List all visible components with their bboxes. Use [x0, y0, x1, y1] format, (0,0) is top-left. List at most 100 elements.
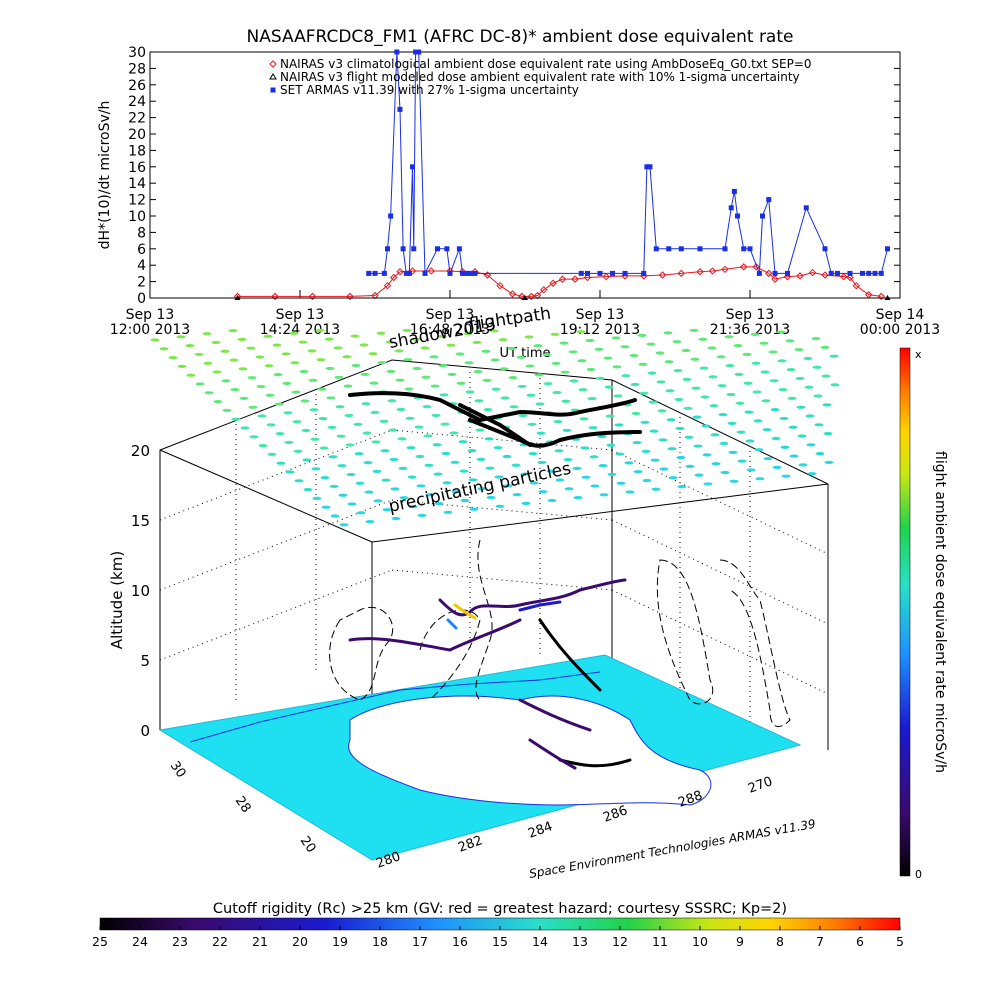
particle-marker	[482, 378, 492, 382]
particle-marker	[637, 333, 647, 337]
series-point	[822, 246, 828, 252]
series-point	[731, 188, 737, 194]
particle-marker	[339, 523, 349, 527]
rc-tick-label: 8	[776, 934, 784, 949]
particle-marker	[743, 381, 753, 385]
particle-marker	[282, 381, 292, 385]
x-tick-label-date: Sep 13	[726, 307, 775, 323]
series-point	[796, 272, 804, 280]
particle-marker	[719, 441, 729, 446]
particle-marker	[347, 502, 357, 506]
series-point	[866, 270, 872, 276]
particle-marker	[361, 402, 371, 406]
particle-marker	[690, 357, 700, 361]
particle-marker	[655, 351, 665, 355]
series-point	[403, 270, 409, 276]
particle-marker	[213, 400, 223, 404]
particle-marker	[266, 423, 276, 427]
particle-marker	[590, 484, 600, 488]
particle-marker	[318, 416, 328, 421]
series-point	[852, 281, 860, 290]
particle-marker	[647, 371, 657, 375]
particle-marker	[333, 346, 343, 350]
particle-marker	[562, 428, 572, 433]
particle-marker	[414, 425, 424, 429]
series-point	[388, 213, 394, 219]
particle-marker	[581, 475, 591, 479]
particle-marker	[390, 487, 400, 491]
particle-marker	[568, 350, 578, 354]
particle-marker	[335, 405, 345, 409]
particle-marker	[772, 465, 782, 469]
particle-marker	[302, 458, 312, 462]
particle-marker	[324, 337, 334, 341]
particle-marker	[404, 387, 414, 391]
x-tick-label-time: 12:00 2013	[110, 322, 190, 338]
rc-tick-label: 24	[132, 934, 148, 949]
series-point	[483, 271, 492, 279]
latitude-tick-label: 20	[297, 834, 319, 856]
particle-marker	[267, 452, 277, 456]
particle-marker	[371, 440, 381, 444]
particle-marker	[720, 470, 730, 475]
particle-marker	[362, 431, 372, 435]
series-point	[878, 270, 884, 276]
particle-marker	[659, 467, 669, 471]
particle-marker	[345, 443, 355, 447]
flightpath-top-shadow	[348, 391, 642, 448]
rc-tick-label: 21	[252, 934, 268, 949]
armas-credit: Space Environment Technologies ARMAS v11…	[528, 817, 817, 881]
particle-marker	[344, 413, 354, 418]
particle-marker	[805, 414, 815, 418]
series-point	[397, 106, 403, 112]
series-point	[427, 267, 435, 275]
particle-marker	[625, 490, 635, 494]
particle-marker	[298, 340, 308, 344]
series-point	[271, 292, 279, 301]
particle-marker	[264, 364, 274, 368]
particle-marker	[516, 355, 526, 359]
particle-marker	[798, 463, 808, 467]
particle-marker	[785, 339, 795, 343]
particle-marker	[682, 377, 692, 381]
particle-marker	[587, 396, 597, 401]
series-point	[413, 49, 419, 55]
particle-marker	[386, 369, 396, 373]
particle-marker	[629, 353, 639, 358]
particle-marker	[771, 436, 781, 441]
legend-marker	[269, 60, 277, 68]
particle-marker	[493, 446, 503, 450]
series-point	[884, 295, 891, 300]
particle-marker	[554, 449, 564, 453]
particle-marker	[310, 437, 320, 441]
particle-marker	[576, 330, 586, 334]
particle-marker	[547, 498, 557, 503]
dose-colorbar-bottom-label: 0	[915, 868, 922, 881]
x-tick-label-date: Sep 13	[576, 307, 625, 323]
series-point	[527, 292, 535, 301]
particle-marker	[450, 460, 460, 464]
particle-marker	[416, 484, 426, 488]
particle-marker	[354, 452, 364, 456]
series-point	[396, 268, 404, 276]
particle-marker	[356, 511, 366, 515]
particle-marker	[417, 513, 427, 517]
particle-marker	[650, 458, 660, 462]
particle-marker	[753, 419, 763, 423]
series-point	[390, 273, 398, 282]
particle-marker	[283, 411, 293, 415]
particle-marker	[222, 408, 232, 412]
cutoff-rigidity-title: Cutoff rigidity (Rc) >25 km (GV: red = g…	[213, 901, 787, 917]
particle-marker	[552, 390, 562, 395]
particle-marker	[807, 472, 817, 476]
series-point	[578, 270, 584, 276]
particle-marker	[517, 384, 527, 389]
series-point	[346, 292, 354, 301]
particle-marker	[700, 395, 710, 399]
particle-marker	[717, 384, 727, 388]
particle-marker	[656, 380, 666, 384]
particle-marker	[683, 406, 693, 410]
flight-path-shadows	[329, 539, 791, 728]
particle-marker	[330, 514, 340, 518]
particle-marker	[495, 504, 505, 508]
